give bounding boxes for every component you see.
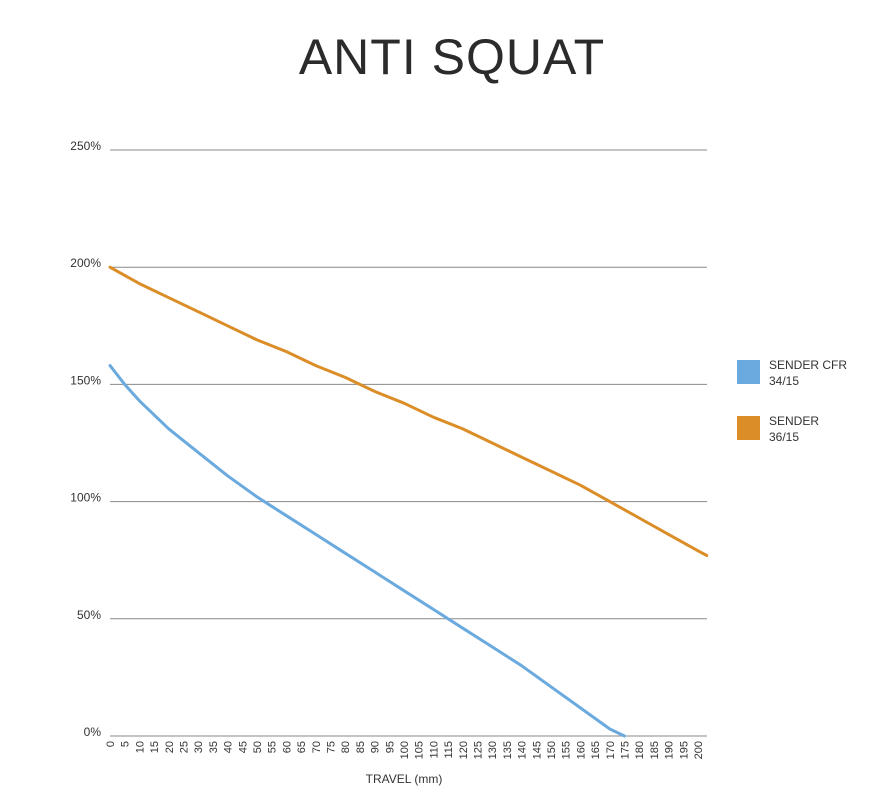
x-tick-label: 190 bbox=[664, 741, 676, 759]
x-tick-label: 95 bbox=[384, 741, 396, 753]
legend-label: SENDER CFR 34/15 bbox=[769, 358, 847, 388]
x-tick-label: 10 bbox=[134, 741, 146, 753]
y-tick-label: 50% bbox=[77, 608, 101, 622]
legend-label: SENDER 36/15 bbox=[769, 414, 819, 444]
x-tick-label: 75 bbox=[326, 741, 338, 753]
legend-swatch bbox=[737, 416, 760, 440]
x-tick-label: 165 bbox=[590, 741, 602, 759]
y-tick-label: 200% bbox=[70, 256, 101, 270]
series-line-1 bbox=[108, 364, 626, 738]
series-line-2 bbox=[108, 265, 709, 557]
x-tick-label: 55 bbox=[267, 741, 279, 753]
x-tick-label: 100 bbox=[399, 741, 411, 759]
x-tick-label: 45 bbox=[237, 741, 249, 753]
x-tick-label: 65 bbox=[296, 741, 308, 753]
x-tick-label: 145 bbox=[531, 741, 543, 759]
x-tick-label: 50 bbox=[252, 741, 264, 753]
x-tick-label: 90 bbox=[370, 741, 382, 753]
x-tick-label: 35 bbox=[208, 741, 220, 753]
legend-item: SENDER CFR 34/15 bbox=[737, 358, 847, 388]
x-tick-label: 115 bbox=[443, 741, 455, 759]
x-tick-label: 20 bbox=[164, 741, 176, 753]
x-tick-label: 200 bbox=[693, 741, 705, 759]
x-tick-label: 125 bbox=[473, 741, 485, 759]
x-tick-label: 105 bbox=[414, 741, 426, 759]
legend-item: SENDER 36/15 bbox=[737, 414, 819, 444]
x-tick-label: 185 bbox=[649, 741, 661, 759]
x-tick-label: 15 bbox=[149, 741, 161, 753]
grid bbox=[110, 149, 707, 737]
x-tick-label: 170 bbox=[605, 741, 617, 759]
y-tick-label: 250% bbox=[70, 139, 101, 153]
x-axis-label: TRAVEL (mm) bbox=[366, 772, 443, 786]
x-tick-label: 160 bbox=[575, 741, 587, 759]
x-tick-label: 195 bbox=[678, 741, 690, 759]
x-tick-label: 70 bbox=[311, 741, 323, 753]
x-tick-label: 25 bbox=[179, 741, 191, 753]
y-tick-label: 0% bbox=[84, 725, 102, 739]
chart-title: ANTI SQUAT bbox=[299, 29, 605, 85]
x-tick-label: 110 bbox=[428, 741, 440, 759]
x-axis-ticks: 0 5 10 15 20 25 30 35 40 45 50 55 60 65 70 75 80 85 90 95 10… bbox=[105, 741, 705, 759]
legend: SENDER CFR 34/15 SENDER 36/15 bbox=[737, 358, 847, 444]
x-tick-label: 175 bbox=[620, 741, 632, 759]
x-tick-label: 135 bbox=[502, 741, 514, 759]
y-axis-ticks: 0% 50% 100% 150% 200% 250% bbox=[70, 139, 101, 739]
x-tick-label: 30 bbox=[193, 741, 205, 753]
x-tick-label: 60 bbox=[281, 741, 293, 753]
x-tick-label: 120 bbox=[458, 741, 470, 759]
legend-swatch bbox=[737, 360, 760, 384]
y-tick-label: 150% bbox=[70, 373, 101, 387]
x-tick-label: 180 bbox=[634, 741, 646, 759]
x-tick-label: 130 bbox=[487, 741, 499, 759]
x-tick-label: 155 bbox=[561, 741, 573, 759]
x-tick-label: 0 bbox=[105, 741, 117, 747]
x-tick-label: 85 bbox=[355, 741, 367, 753]
x-tick-label: 140 bbox=[517, 741, 529, 759]
x-tick-label: 80 bbox=[340, 741, 352, 753]
x-tick-label: 5 bbox=[120, 741, 132, 747]
x-tick-label: 150 bbox=[546, 741, 558, 759]
x-tick-label: 40 bbox=[223, 741, 235, 753]
series-lines bbox=[108, 265, 709, 738]
y-tick-label: 100% bbox=[70, 491, 101, 505]
